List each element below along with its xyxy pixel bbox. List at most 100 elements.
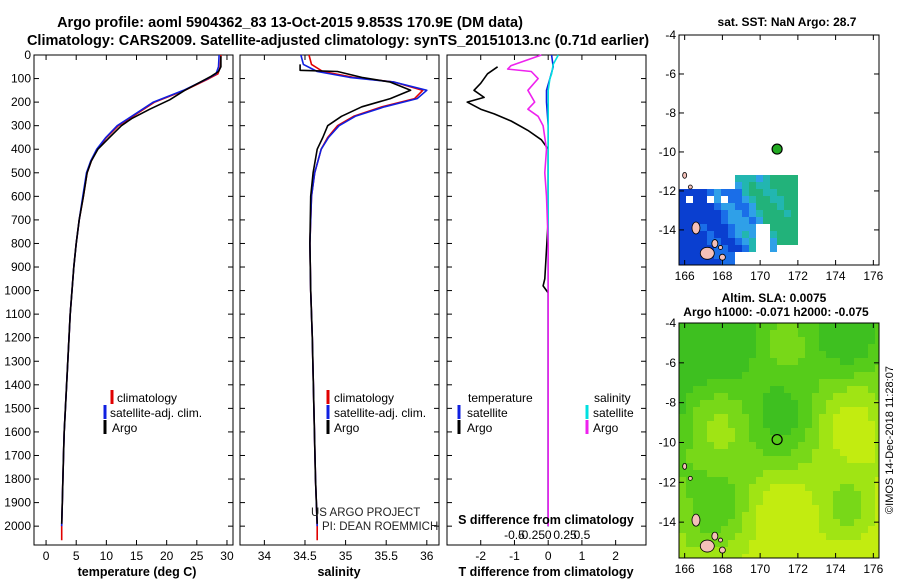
map-cell xyxy=(847,428,854,435)
map-cell xyxy=(805,337,812,344)
map-cell xyxy=(749,182,756,189)
map-cell xyxy=(798,547,805,554)
map-cell xyxy=(875,344,879,351)
island-shape xyxy=(682,171,688,179)
map-cell xyxy=(735,435,742,442)
temperature-xlabel: temperature (deg C) xyxy=(78,565,197,579)
map-cell xyxy=(777,547,784,554)
map-cell xyxy=(784,210,791,217)
map-cell xyxy=(833,337,840,344)
map-cell xyxy=(791,477,798,484)
map-cell xyxy=(700,421,707,428)
map-cell xyxy=(735,323,742,330)
map-cell xyxy=(679,442,686,449)
map-cell xyxy=(847,372,854,379)
map-cell xyxy=(742,533,749,540)
map-cell xyxy=(749,533,756,540)
map-cell xyxy=(749,358,756,365)
map-cell xyxy=(861,463,868,470)
map-cell xyxy=(742,245,749,252)
map-cell xyxy=(756,196,763,203)
map-cell xyxy=(833,414,840,421)
map-cell xyxy=(777,386,784,393)
map-cell xyxy=(742,463,749,470)
map-cell xyxy=(756,477,763,484)
map-cell xyxy=(791,540,798,547)
map-cell xyxy=(735,245,742,252)
map-cell xyxy=(805,512,812,519)
sst-map-frame xyxy=(678,34,880,266)
map-cell xyxy=(721,512,728,519)
map-cell xyxy=(819,540,826,547)
map-cell xyxy=(826,379,833,386)
map-cell xyxy=(679,470,686,477)
map-cell xyxy=(791,435,798,442)
map-cell xyxy=(819,386,826,393)
map-cell xyxy=(686,526,693,533)
map-cell xyxy=(826,365,833,372)
map-cell xyxy=(728,484,735,491)
map-cell xyxy=(826,477,833,484)
map-cell xyxy=(749,400,756,407)
map-cell xyxy=(714,252,721,259)
map-cell xyxy=(791,484,798,491)
map-cell xyxy=(707,484,714,491)
map-lat-label: -14 xyxy=(659,223,677,237)
s-tick-label: -0.5 xyxy=(504,528,525,542)
map-cell xyxy=(777,428,784,435)
map-cell xyxy=(784,407,791,414)
map-cell xyxy=(749,484,756,491)
map-cell xyxy=(784,175,791,182)
map-cell xyxy=(714,231,721,238)
map-cell xyxy=(833,519,840,526)
map-cell xyxy=(784,491,791,498)
depth-tick-label: 500 xyxy=(11,166,31,180)
map-cell xyxy=(735,217,742,224)
difference-panel: -2 -1 0 1 2 -0.5-0.25 0 0.250.5 T difference f… xyxy=(446,54,647,579)
map-cell xyxy=(840,540,847,547)
depth-tick-label: 1900 xyxy=(4,496,31,510)
map-cell xyxy=(833,351,840,358)
s-tick-label: 0 xyxy=(545,528,552,542)
map-cell xyxy=(777,203,784,210)
map-cell xyxy=(707,491,714,498)
map-cell xyxy=(728,491,735,498)
map-cell xyxy=(777,449,784,456)
map-cell xyxy=(833,344,840,351)
map-cell xyxy=(728,210,735,217)
map-cell xyxy=(770,414,777,421)
map-cell xyxy=(714,477,721,484)
map-cell xyxy=(784,498,791,505)
map-cell xyxy=(875,470,879,477)
map-cell xyxy=(770,372,777,379)
map-cell xyxy=(714,407,721,414)
map-cell xyxy=(770,245,777,252)
map-cell xyxy=(854,470,861,477)
map-cell xyxy=(826,519,833,526)
map-cell xyxy=(749,491,756,498)
map-cell xyxy=(679,407,686,414)
map-cell xyxy=(735,526,742,533)
map-cell xyxy=(742,435,749,442)
map-cell xyxy=(861,540,868,547)
map-cell xyxy=(784,400,791,407)
map-cell xyxy=(749,519,756,526)
map-cell xyxy=(791,498,798,505)
map-cell xyxy=(812,365,819,372)
map-cell xyxy=(679,421,686,428)
map-cell xyxy=(721,393,728,400)
map-cell xyxy=(798,421,805,428)
island-shape xyxy=(718,537,723,543)
map-cell xyxy=(826,449,833,456)
map-cell xyxy=(875,421,879,428)
map-cell xyxy=(854,484,861,491)
map-cell xyxy=(721,323,728,330)
map-cell xyxy=(861,393,868,400)
map-cell xyxy=(875,533,879,540)
map-cell xyxy=(693,196,700,203)
map-cell xyxy=(679,547,686,554)
map-cell xyxy=(770,175,777,182)
map-cell xyxy=(763,393,770,400)
map-cell xyxy=(854,463,861,470)
